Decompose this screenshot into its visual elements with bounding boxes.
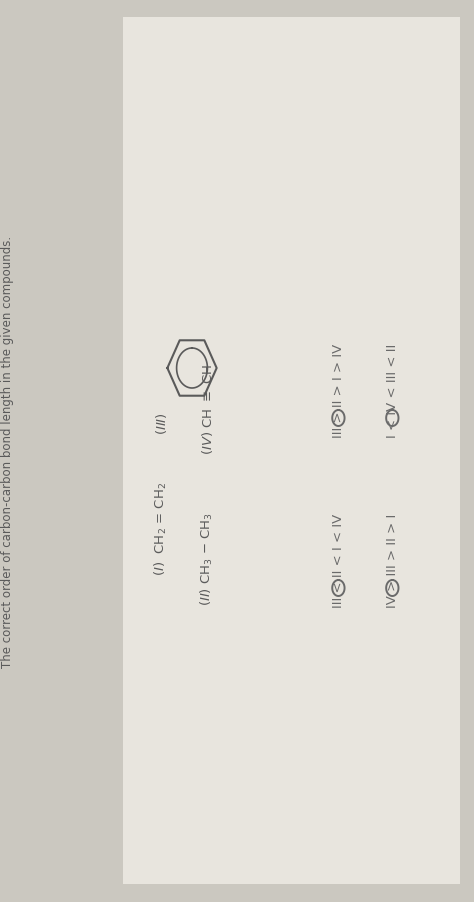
- Text: The correct order of carbon-carbon bond length in the given compounds.: The correct order of carbon-carbon bond …: [0, 235, 14, 667]
- Text: III < II < I < IV: III < II < I < IV: [332, 513, 345, 607]
- Text: $(I)$  CH$_2$ = CH$_2$: $(I)$ CH$_2$ = CH$_2$: [153, 482, 169, 575]
- Text: I < IV < III < II: I < IV < III < II: [386, 344, 399, 437]
- Text: $(IV)$ CH $\equiv$ CH: $(IV)$ CH $\equiv$ CH: [200, 363, 215, 454]
- Text: IV > III > II > I: IV > III > II > I: [386, 513, 399, 607]
- Text: $(III)$: $(III)$: [154, 412, 169, 435]
- Text: III > II > I > IV: III > II > I > IV: [332, 344, 345, 437]
- Text: $(II)$ CH$_3$ $-$ CH$_3$: $(II)$ CH$_3$ $-$ CH$_3$: [200, 511, 216, 605]
- FancyBboxPatch shape: [123, 18, 460, 884]
